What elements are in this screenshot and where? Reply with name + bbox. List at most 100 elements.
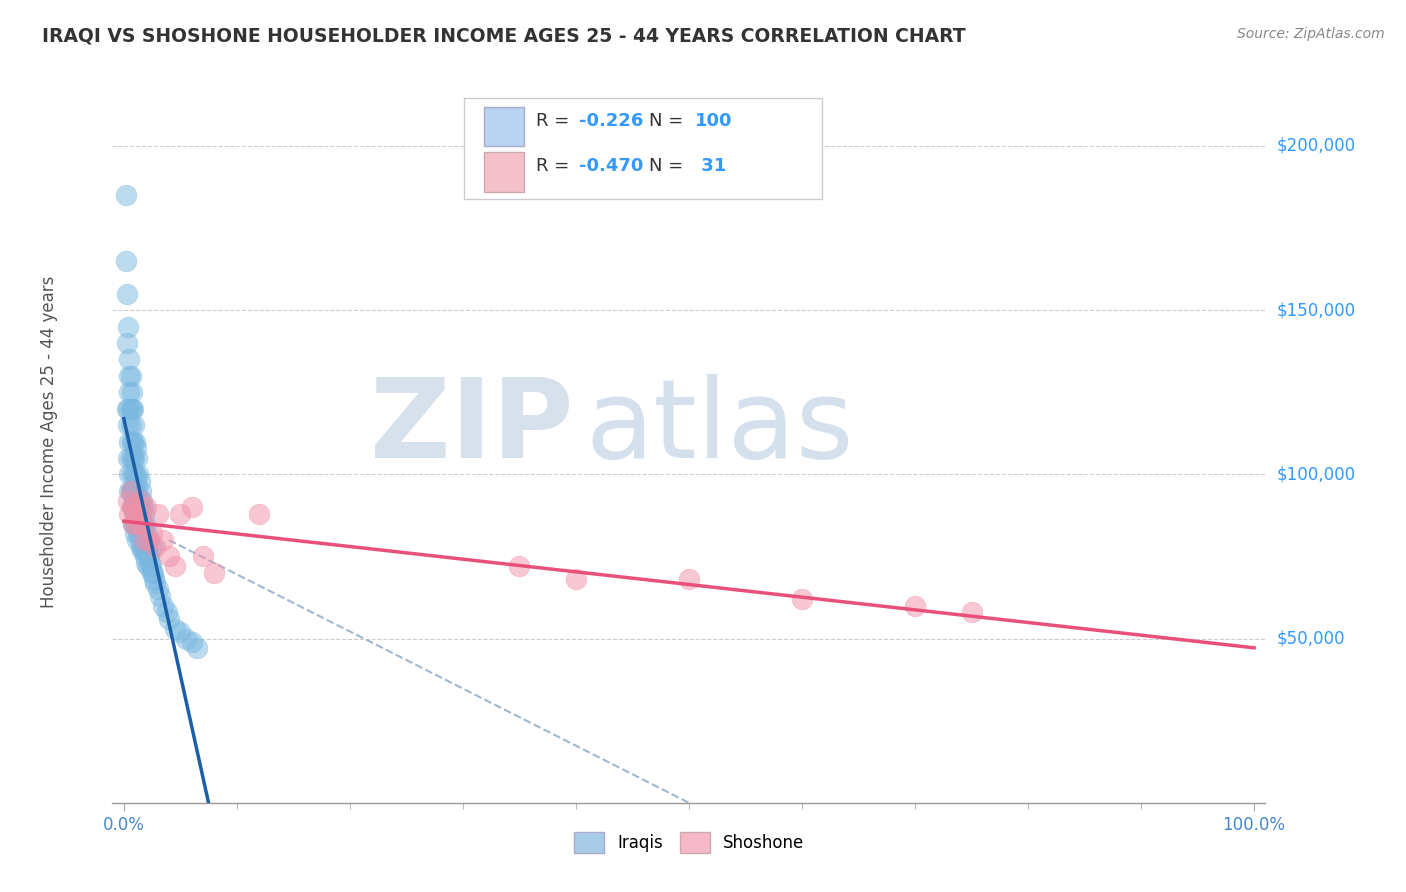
Point <box>131 493 153 508</box>
Point <box>152 599 174 613</box>
Point <box>121 401 143 416</box>
Point <box>136 546 159 560</box>
Text: N =: N = <box>648 112 689 130</box>
Text: atlas: atlas <box>585 374 853 481</box>
Point <box>163 559 186 574</box>
Text: Source: ZipAtlas.com: Source: ZipAtlas.com <box>1237 27 1385 41</box>
Point <box>127 526 149 541</box>
Point <box>141 566 163 580</box>
Point <box>120 401 142 416</box>
Point <box>135 500 157 515</box>
Point <box>127 450 149 465</box>
Point <box>121 500 143 515</box>
Point <box>157 549 180 564</box>
Text: 31: 31 <box>695 157 725 175</box>
Point <box>156 605 179 619</box>
Point <box>138 549 160 564</box>
Text: $150,000: $150,000 <box>1277 301 1355 319</box>
Point <box>960 605 983 619</box>
Point <box>136 559 159 574</box>
Point <box>118 434 141 449</box>
Point <box>129 507 152 521</box>
Point <box>145 540 167 554</box>
Point <box>124 500 146 515</box>
Point <box>117 418 139 433</box>
Text: ZIP: ZIP <box>370 374 574 481</box>
Point <box>180 500 202 515</box>
Point <box>135 556 157 570</box>
Point <box>118 507 141 521</box>
Point <box>121 434 143 449</box>
Point <box>125 441 148 455</box>
Point <box>120 483 142 498</box>
Point <box>122 516 145 531</box>
Point <box>129 483 152 498</box>
Point <box>121 483 143 498</box>
Point <box>115 401 138 416</box>
Point <box>121 385 143 400</box>
Point <box>120 418 142 433</box>
Point <box>180 635 202 649</box>
Point <box>124 507 146 521</box>
Point <box>117 450 139 465</box>
Point <box>115 253 138 268</box>
Point <box>122 450 145 465</box>
Point <box>120 368 142 383</box>
Point <box>122 507 145 521</box>
Point <box>124 526 146 541</box>
Point <box>127 500 149 515</box>
Point <box>125 516 148 531</box>
Point <box>121 450 143 465</box>
Text: IRAQI VS SHOSHONE HOUSEHOLDER INCOME AGES 25 - 44 YEARS CORRELATION CHART: IRAQI VS SHOSHONE HOUSEHOLDER INCOME AGE… <box>42 27 966 45</box>
Point <box>146 507 169 521</box>
Point <box>124 467 146 482</box>
Point <box>118 352 141 367</box>
Point <box>124 434 146 449</box>
Point <box>134 516 156 531</box>
Point <box>142 566 165 580</box>
Point <box>120 483 142 498</box>
Point <box>157 612 180 626</box>
Point <box>249 507 271 521</box>
Point <box>135 523 157 537</box>
Point <box>127 467 149 482</box>
Point <box>127 516 149 531</box>
Point <box>127 483 149 498</box>
Point <box>127 516 149 531</box>
Point <box>129 493 152 508</box>
Point <box>149 589 172 603</box>
Point <box>127 493 149 508</box>
Text: Householder Income Ages 25 - 44 years: Householder Income Ages 25 - 44 years <box>39 276 58 607</box>
Point <box>138 533 160 547</box>
Text: 100: 100 <box>695 112 733 130</box>
Point <box>145 575 167 590</box>
Point <box>186 641 208 656</box>
Point <box>135 540 157 554</box>
Point <box>129 523 152 537</box>
Point <box>508 559 530 574</box>
Point <box>141 526 163 541</box>
Point <box>120 450 142 465</box>
Point <box>132 523 155 537</box>
Point <box>141 540 163 554</box>
Point <box>139 559 162 574</box>
Point <box>152 533 174 547</box>
Point <box>125 493 148 508</box>
Text: $200,000: $200,000 <box>1277 137 1355 155</box>
Text: $50,000: $50,000 <box>1277 630 1346 648</box>
Point <box>127 507 149 521</box>
Text: R =: R = <box>536 112 575 130</box>
Point <box>132 500 155 515</box>
Point <box>127 510 149 524</box>
Point <box>121 483 143 498</box>
Point <box>117 319 139 334</box>
Point <box>134 549 156 564</box>
Point <box>163 622 186 636</box>
Point <box>122 493 145 508</box>
Point <box>124 483 146 498</box>
Point <box>121 500 143 515</box>
Legend: Iraqis, Shoshone: Iraqis, Shoshone <box>567 826 811 860</box>
Point <box>134 533 156 547</box>
Point <box>128 516 150 531</box>
Point <box>131 526 153 541</box>
